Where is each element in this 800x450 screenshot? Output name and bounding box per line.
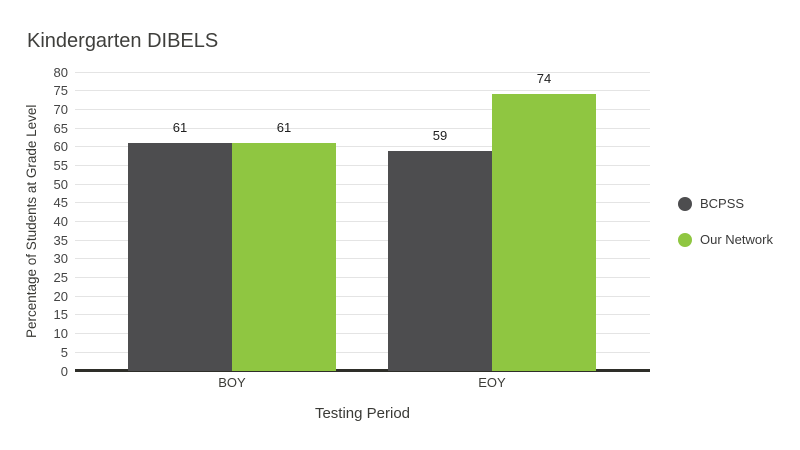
y-tick-label: 10 (53, 326, 68, 342)
x-category-label-boy: BOY (218, 375, 246, 390)
x-axis-title: Testing Period (314, 405, 411, 422)
bar-eoy-our-network[interactable] (492, 94, 596, 371)
y-tick-label: 20 (53, 288, 68, 304)
bar-value-label: 74 (536, 71, 552, 87)
gridline (75, 127, 650, 129)
gridline (75, 258, 650, 260)
y-tick-label: 55 (53, 157, 68, 173)
y-tick-label: 30 (53, 251, 68, 267)
y-tick-label: 65 (53, 120, 68, 136)
y-tick-label: 5 (60, 344, 68, 360)
y-tick-label: 60 (53, 139, 68, 155)
y-tick-label: 40 (53, 214, 68, 229)
bar-value-label: 59 (432, 127, 448, 143)
chart-title: Kindergarten DIBELS (27, 30, 219, 52)
gridline (75, 314, 650, 316)
bar-eoy-bcpss[interactable] (388, 150, 492, 371)
legend-swatch-icon (678, 232, 692, 247)
legend-swatch-icon (678, 196, 692, 211)
x-axis-line (75, 369, 650, 372)
legend: BCPSS Our Network (678, 196, 773, 247)
legend-label: Our Network (700, 232, 773, 247)
bar-value-label: 61 (172, 120, 188, 136)
gridline (75, 108, 650, 110)
y-tick-label: 0 (60, 363, 68, 379)
y-tick-label: 50 (53, 176, 68, 192)
gridline (75, 221, 650, 222)
y-axis-tick-labels: 0 5 10 15 20 25 30 35 40 45 50 55 60 65 70 75 80 (0, 65, 68, 379)
y-tick-label: 35 (53, 232, 68, 248)
gridline (75, 295, 650, 297)
bar-boy-bcpss[interactable] (128, 143, 232, 371)
y-tick-label: 25 (53, 270, 68, 286)
plot-area: 61 61 59 74 (75, 71, 650, 372)
legend-label: BCPSS (700, 196, 745, 211)
x-category-label-eoy: EOY (478, 375, 506, 390)
gridline (75, 71, 650, 73)
bar-value-label: 61 (276, 120, 292, 136)
bar-boy-our-network[interactable] (232, 143, 336, 371)
gridline (75, 351, 650, 353)
gridline (75, 239, 650, 241)
y-tick-label: 75 (53, 83, 68, 99)
gridline (75, 90, 650, 92)
gridline (75, 202, 650, 204)
legend-item-bcpss: BCPSS (678, 196, 773, 211)
y-tick-label: 70 (53, 101, 68, 117)
gridline (75, 183, 650, 185)
gridline (75, 146, 650, 148)
gridline (75, 164, 650, 166)
gridline (75, 277, 650, 279)
y-tick-label: 45 (53, 195, 68, 211)
gridline (75, 333, 650, 335)
legend-item-our-network: Our Network (678, 232, 773, 247)
y-tick-label: 15 (53, 307, 68, 323)
x-axis-category-labels: BOY EOY (75, 375, 650, 393)
y-tick-label: 80 (53, 64, 68, 80)
